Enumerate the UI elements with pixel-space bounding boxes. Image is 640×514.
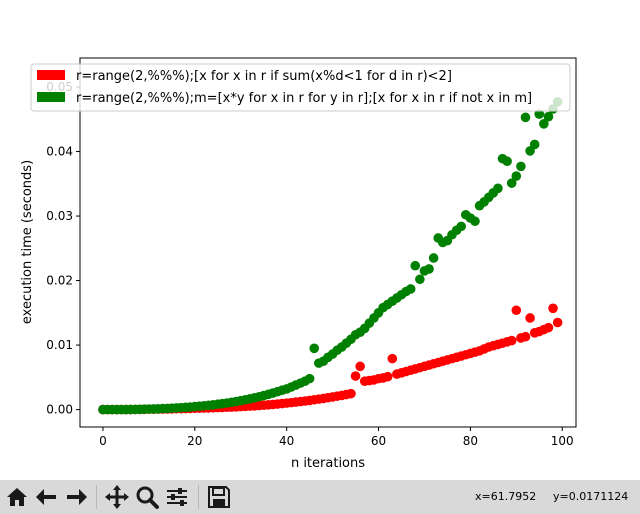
data-point — [355, 361, 365, 372]
x-tick-label: 40 — [279, 434, 294, 448]
y-tick-label: 0.02 — [46, 274, 73, 288]
zoom-icon[interactable] — [134, 484, 160, 510]
x-tick-label: 0 — [99, 434, 107, 448]
home-icon[interactable] — [4, 484, 30, 510]
data-point — [405, 284, 416, 294]
data-point — [534, 109, 545, 119]
back-arrow-icon[interactable] — [34, 484, 60, 510]
data-point — [516, 161, 526, 172]
data-point — [350, 371, 361, 381]
forward-arrow-icon[interactable] — [63, 484, 89, 510]
toolbar: x=61.7952 y=0.0171124 — [0, 480, 640, 514]
x-tick-label: 80 — [463, 434, 478, 448]
data-point — [456, 221, 466, 232]
data-point — [506, 335, 517, 346]
series-1 — [98, 97, 563, 415]
data-point — [346, 388, 356, 399]
data-point — [520, 112, 531, 123]
y-tick-label: 0.01 — [46, 338, 73, 352]
data-point — [428, 253, 439, 263]
plot-area — [79, 57, 577, 428]
legend-swatch-primes-sum — [37, 70, 65, 80]
data-point — [511, 171, 522, 181]
data-point — [525, 313, 535, 323]
toolbar-separator — [198, 485, 199, 509]
data-point — [548, 303, 558, 314]
x-axis: 0 20 40 60 80 100 — [99, 427, 574, 448]
coords-x-readout: x=61.7952 — [475, 490, 537, 503]
legend-swatch-primes-products — [37, 92, 65, 102]
data-point — [539, 119, 549, 129]
y-tick-label: 0.04 — [46, 145, 73, 159]
data-point — [382, 371, 393, 382]
data-point — [387, 353, 398, 364]
coords-y-readout: y=0.0171124 — [553, 490, 629, 503]
axes-frame — [80, 58, 576, 427]
data-point — [529, 139, 540, 150]
data-point — [511, 305, 522, 316]
data-point — [470, 216, 480, 227]
x-axis-label: n iterations — [291, 456, 365, 471]
data-point — [415, 274, 425, 285]
toolbar-separator — [96, 485, 97, 509]
legend-box — [30, 63, 571, 112]
data-point — [543, 322, 554, 333]
legend-label-primes-sum: r=range(2,%%%);[x for x in r if sum(x%d<… — [76, 69, 452, 84]
y-tick-label: 0.03 — [46, 209, 73, 223]
x-tick-label: 100 — [551, 434, 574, 448]
configure-subplots-icon[interactable] — [164, 484, 190, 510]
y-tick-label: 0.00 — [46, 403, 73, 417]
legend-label-primes-products: r=range(2,%%%);m=[x*y for x in r for y i… — [76, 91, 532, 106]
data-point — [424, 264, 434, 274]
data-point — [520, 331, 531, 342]
data-point — [309, 343, 320, 354]
data-point — [410, 260, 421, 271]
data-point — [502, 156, 512, 167]
data-point — [543, 111, 554, 122]
data-point — [493, 183, 503, 194]
x-tick-label: 60 — [371, 434, 386, 448]
x-tick-label: 20 — [187, 434, 202, 448]
y-axis-label: execution time (seconds) — [20, 160, 35, 324]
series-layer — [98, 97, 563, 415]
save-icon[interactable] — [206, 484, 232, 510]
data-point — [506, 178, 517, 188]
data-point — [552, 317, 563, 328]
axes-border — [79, 57, 577, 428]
pan-icon[interactable] — [104, 484, 130, 510]
data-point — [304, 373, 315, 384]
legend: r=range(2,%%%);[x for x in r if sum(x%d<… — [30, 63, 571, 112]
